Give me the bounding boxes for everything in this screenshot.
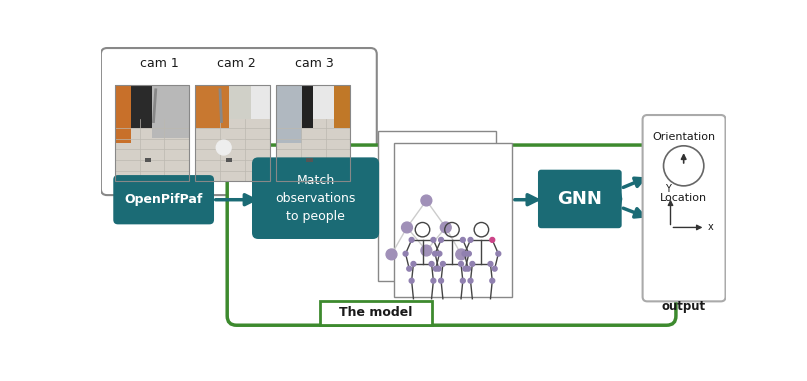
Circle shape <box>441 261 445 266</box>
Text: Location: Location <box>660 193 707 203</box>
Text: The model: The model <box>339 306 412 319</box>
Bar <box>276 85 350 181</box>
Circle shape <box>404 251 408 256</box>
Circle shape <box>216 140 231 155</box>
Bar <box>334 85 350 128</box>
Circle shape <box>462 251 467 256</box>
Circle shape <box>461 237 466 242</box>
Text: Y: Y <box>665 184 671 194</box>
Bar <box>195 85 270 181</box>
Circle shape <box>463 266 468 271</box>
Bar <box>378 131 496 281</box>
Bar <box>226 158 232 162</box>
Circle shape <box>431 279 436 283</box>
Circle shape <box>441 222 451 233</box>
Bar <box>276 85 350 181</box>
Circle shape <box>466 266 470 271</box>
Bar <box>145 158 152 162</box>
Circle shape <box>431 237 436 242</box>
Circle shape <box>468 279 473 283</box>
Text: x: x <box>708 223 713 232</box>
Circle shape <box>461 279 466 283</box>
Circle shape <box>437 251 442 256</box>
Circle shape <box>407 266 412 271</box>
Text: Orientation: Orientation <box>652 132 715 142</box>
Circle shape <box>456 249 466 260</box>
Polygon shape <box>619 184 621 215</box>
Circle shape <box>421 195 432 206</box>
Bar <box>307 158 312 162</box>
Bar <box>276 85 302 143</box>
Circle shape <box>470 261 475 266</box>
Text: Match
observations
to people: Match observations to people <box>275 174 356 223</box>
Circle shape <box>409 237 414 242</box>
FancyBboxPatch shape <box>642 115 725 301</box>
Text: output: output <box>662 300 706 313</box>
Circle shape <box>433 266 438 271</box>
Circle shape <box>492 266 497 271</box>
Circle shape <box>488 261 493 266</box>
FancyBboxPatch shape <box>113 175 214 224</box>
Circle shape <box>458 261 463 266</box>
Bar <box>276 118 350 181</box>
Circle shape <box>411 261 416 266</box>
Circle shape <box>439 237 444 242</box>
Circle shape <box>439 279 444 283</box>
Circle shape <box>409 279 414 283</box>
Bar <box>229 85 251 118</box>
FancyBboxPatch shape <box>320 301 432 325</box>
Text: cam 3: cam 3 <box>295 57 333 70</box>
Bar <box>394 143 512 297</box>
Text: OpenPifPaf: OpenPifPaf <box>124 193 203 206</box>
Bar <box>302 85 313 128</box>
Bar <box>115 85 189 181</box>
Circle shape <box>468 237 473 242</box>
Bar <box>115 118 189 181</box>
Circle shape <box>490 237 495 242</box>
Circle shape <box>433 251 437 256</box>
Text: cam 1: cam 1 <box>140 57 178 70</box>
Circle shape <box>490 279 495 283</box>
Text: GNN: GNN <box>558 190 602 208</box>
FancyBboxPatch shape <box>228 145 676 325</box>
Bar <box>152 85 189 138</box>
FancyBboxPatch shape <box>101 48 377 195</box>
Circle shape <box>402 222 412 233</box>
Circle shape <box>466 251 471 256</box>
Bar <box>115 85 132 143</box>
Circle shape <box>386 249 397 260</box>
Bar <box>195 118 270 181</box>
Circle shape <box>437 266 441 271</box>
Bar <box>195 85 229 128</box>
Circle shape <box>421 245 432 256</box>
Circle shape <box>496 251 501 256</box>
FancyBboxPatch shape <box>538 170 621 228</box>
FancyBboxPatch shape <box>252 157 379 239</box>
Bar <box>195 85 270 181</box>
Text: cam 2: cam 2 <box>217 57 256 70</box>
Bar <box>115 85 189 181</box>
Bar <box>132 85 152 128</box>
Circle shape <box>429 261 434 266</box>
